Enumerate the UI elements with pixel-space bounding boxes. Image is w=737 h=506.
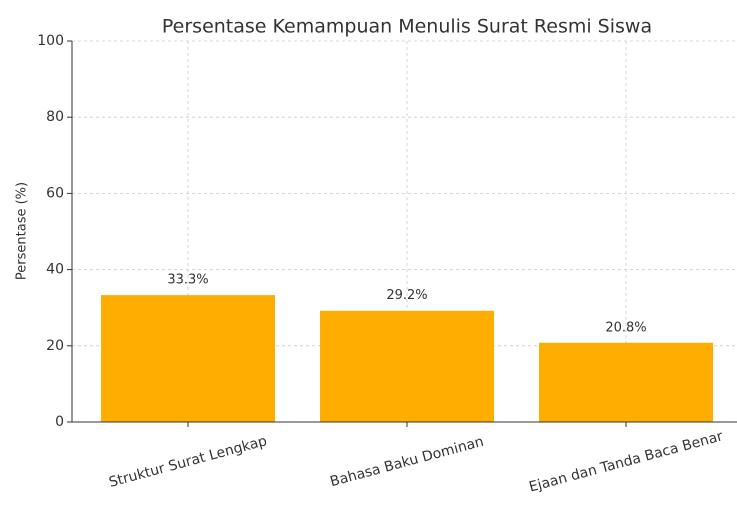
y-tick-label: 100 <box>37 33 64 49</box>
y-tick-label: 40 <box>46 262 64 278</box>
value-label: 33.3% <box>167 273 208 288</box>
bar <box>101 295 275 422</box>
y-tick-label: 80 <box>46 109 64 125</box>
bar <box>539 342 713 422</box>
y-tick-label: 0 <box>55 414 64 430</box>
chart-title: Persentase Kemampuan Menulis Surat Resmi… <box>162 16 652 38</box>
y-tick-label: 20 <box>46 338 64 354</box>
value-label: 20.8% <box>605 320 646 335</box>
value-label: 29.2% <box>386 288 427 303</box>
x-tick-label: Ejaan dan Tanda Baca Benar <box>527 428 725 495</box>
x-tick-label: Struktur Surat Lengkap <box>107 433 269 491</box>
y-axis-label: Persentase (%) <box>15 182 30 280</box>
x-tick-label: Bahasa Baku Dominan <box>328 434 485 490</box>
bar <box>320 310 494 422</box>
y-tick-label: 60 <box>46 185 64 201</box>
